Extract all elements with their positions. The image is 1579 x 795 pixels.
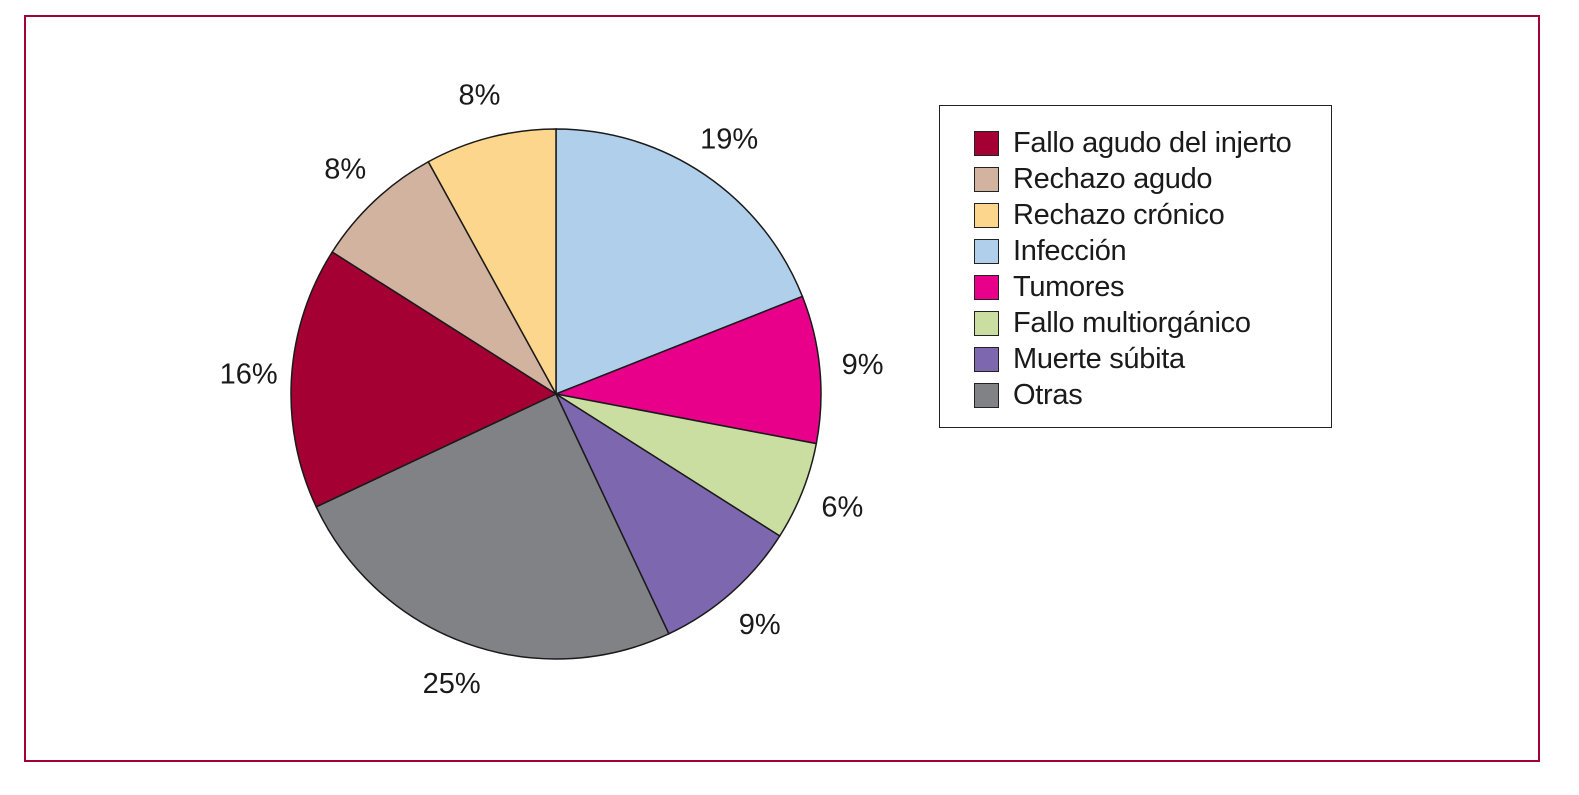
slice-value-label-5: 9% [842,349,884,381]
slice-value-label-3: 8% [458,80,500,112]
legend-swatch [974,166,999,192]
legend-label: Fallo multiorgánico [1013,306,1251,339]
legend-label: Rechazo agudo [1013,162,1213,195]
legend-label: Otras [1013,378,1083,411]
legend-item: Otras [974,377,1331,413]
slice-value-label-2: 8% [324,153,366,185]
pie-slice-5 [553,295,822,445]
legend: Fallo agudo del injerto Rechazo agudo Rech… [939,105,1332,428]
legend-swatch [974,202,999,228]
legend-label: Infección [1013,234,1127,267]
legend-label: Rechazo crónico [1013,198,1225,231]
legend-item: Tumores [974,269,1331,305]
legend-label: Muerte súbita [1013,342,1185,375]
slice-value-label-8: 25% [423,668,481,700]
slice-value-label-7: 9% [739,609,781,641]
legend-swatch [974,274,999,300]
pie-slice-8 [315,393,670,660]
legend-item: Fallo multiorgánico [974,305,1331,341]
legend-swatch [974,346,999,372]
pie-slice-1 [290,250,558,508]
legend-item: Muerte súbita [974,341,1331,377]
legend-label: Fallo agudo del injerto [1013,126,1292,159]
legend-swatch [974,238,999,264]
legend-item: Infección [974,233,1331,269]
pie-slice-4 [555,128,804,396]
pie-slice-2 [331,160,557,395]
chart-frame: 19% 9% 6% 9% 25% 16% 8% 8% Fallo agudo del inje… [24,15,1540,762]
legend-item: Fallo agudo del injerto [974,125,1331,161]
legend-swatch [974,130,999,156]
legend-item: Rechazo agudo [974,161,1331,197]
pie-slice-7 [554,391,781,635]
legend-item: Rechazo crónico [974,197,1331,233]
legend-swatch [974,382,999,408]
pie-slice-3 [427,128,557,395]
pie-chart: 19% 9% 6% 9% 25% 16% 8% 8% [220,80,884,700]
slice-value-label-1: 16% [220,359,278,391]
slice-value-label-4: 19% [700,123,758,155]
legend-label: Tumores [1013,270,1125,303]
legend-swatch [974,310,999,336]
slice-value-label-6: 6% [821,491,863,523]
